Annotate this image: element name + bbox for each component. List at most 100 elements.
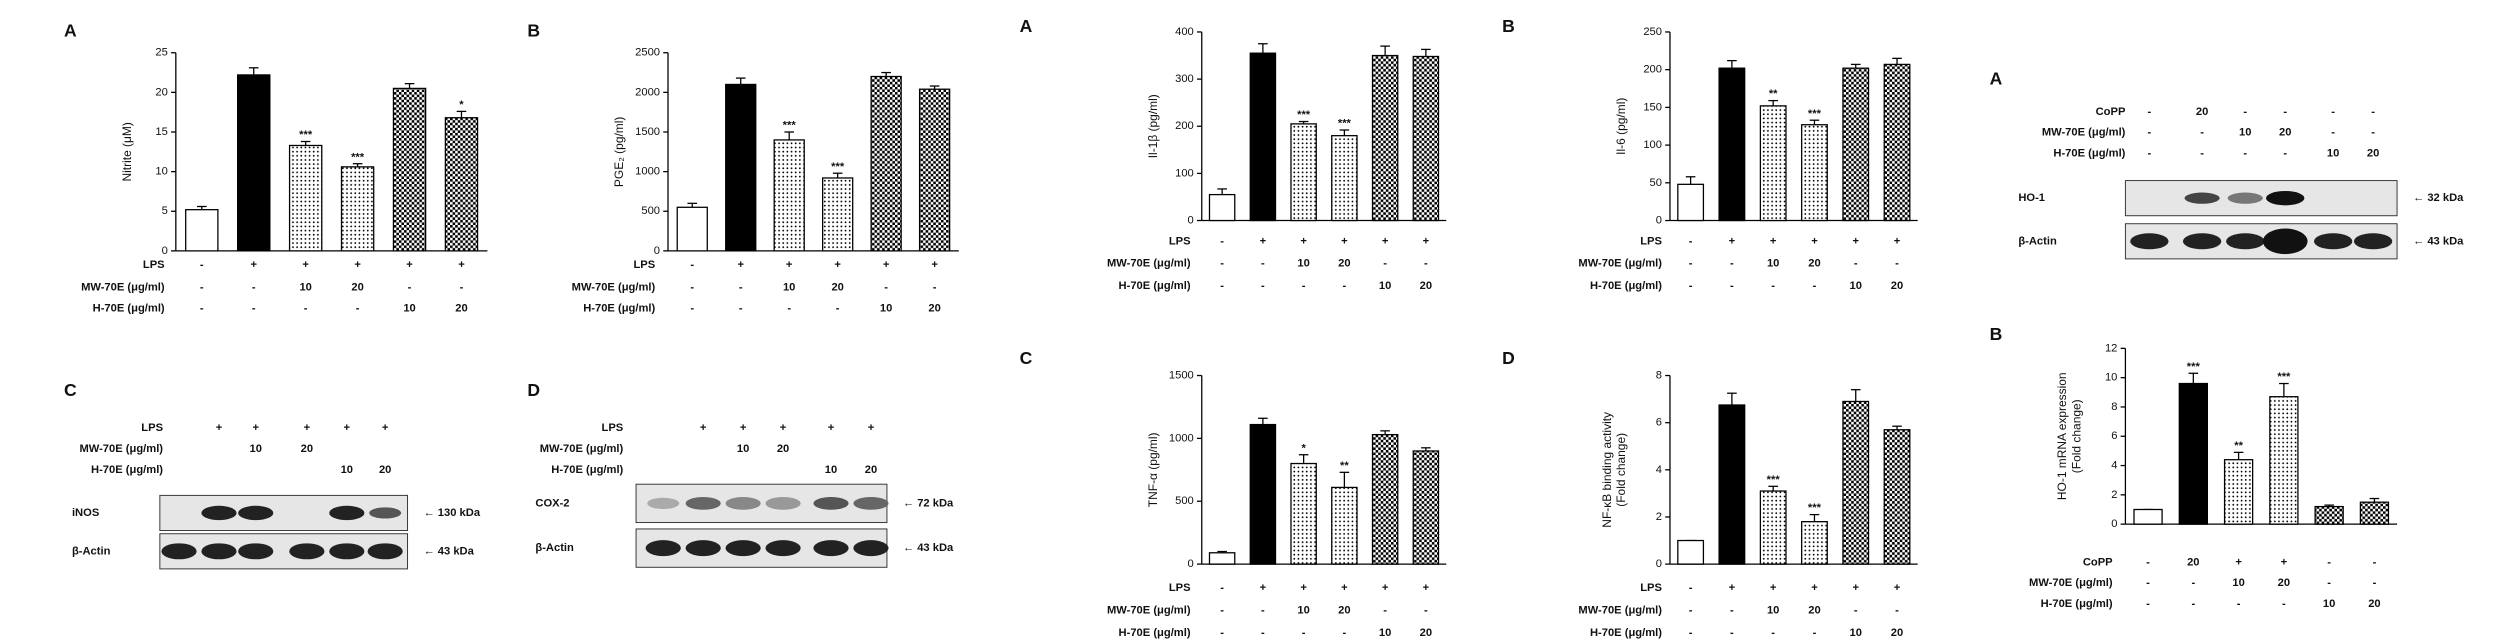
y-tick-label: 500 — [1175, 495, 1194, 507]
condition-value: - — [1771, 280, 1775, 292]
condition-value: + — [700, 422, 707, 434]
bar — [2359, 501, 2390, 525]
panel-label: D — [527, 380, 540, 400]
bar — [1842, 67, 1870, 222]
condition-value: - — [1220, 280, 1224, 292]
condition-value: + — [828, 422, 835, 434]
significance-label: ** — [2234, 440, 2243, 452]
y-tick-label: 25 — [155, 47, 167, 59]
condition-value: 20 — [2279, 127, 2291, 139]
condition-label: MW-70E (μg/ml) — [2029, 577, 2113, 589]
condition-value: - — [1343, 627, 1347, 639]
panel-label: D — [1502, 348, 1515, 368]
condition-value: 20 — [455, 302, 467, 314]
condition-value: 10 — [783, 282, 795, 294]
condition-value: + — [1894, 582, 1901, 594]
y-tick-label: 1000 — [1169, 432, 1194, 444]
condition-label: H-70E (μg/ml) — [93, 302, 165, 314]
bar — [2133, 508, 2163, 525]
condition-value: + — [1382, 582, 1389, 594]
condition-label: H-70E (μg/ml) — [2053, 147, 2125, 159]
condition-label: MW-70E (μg/ml) — [540, 443, 624, 455]
condition-label: H-70E (μg/ml) — [1590, 280, 1662, 292]
condition-value: 20 — [2368, 598, 2380, 610]
condition-label: H-70E (μg/ml) — [91, 464, 163, 476]
condition-value: 20 — [2367, 147, 2379, 159]
condition-label: LPS — [1640, 582, 1662, 594]
y-tick-label: 2500 — [635, 47, 660, 59]
bar — [1759, 490, 1787, 565]
condition-value: - — [1302, 627, 1306, 639]
bar — [340, 166, 375, 252]
condition-label: H-70E (μg/ml) — [1119, 280, 1191, 292]
condition-value: - — [2148, 106, 2152, 118]
blot-image — [159, 494, 409, 570]
y-tick-label: 6 — [1656, 417, 1662, 429]
significance-label: *** — [351, 151, 365, 163]
condition-value: 10 — [2327, 147, 2339, 159]
y-tick-label: 6 — [2111, 430, 2117, 442]
condition-value: - — [1220, 582, 1224, 594]
condition-label: CoPP — [2083, 556, 2113, 568]
condition-value: - — [2148, 147, 2152, 159]
condition-value: - — [1895, 258, 1899, 270]
y-tick-label: 2 — [1656, 511, 1662, 523]
panel-label: B — [1990, 324, 2003, 344]
y-tick-label: 0 — [2111, 518, 2117, 530]
condition-value: - — [2371, 127, 2375, 139]
condition-label: H-70E (μg/ml) — [583, 302, 655, 314]
bar — [676, 206, 708, 252]
condition-value: - — [1220, 627, 1224, 639]
bar — [725, 83, 757, 252]
y-axis-label: PGE₂ (pg/ml) — [612, 117, 626, 188]
condition-value: - — [1854, 604, 1858, 616]
condition-value: - — [2283, 147, 2287, 159]
blot-size-label: ← 32 kDa — [2413, 192, 2464, 204]
condition-label: MW-70E (μg/ml) — [79, 443, 163, 455]
bar — [822, 177, 854, 252]
condition-value: 10 — [1379, 627, 1391, 639]
condition-value: + — [780, 422, 787, 434]
y-axis-label: (Fold change) — [1614, 433, 1628, 507]
y-axis-label: (Fold change) — [2070, 399, 2084, 473]
bar — [236, 74, 271, 252]
significance-label: *** — [299, 129, 313, 141]
blot-size-label: ← 43 kDa — [2413, 235, 2464, 247]
condition-value: - — [2146, 577, 2150, 589]
condition-label: MW-70E (μg/ml) — [2042, 127, 2126, 139]
condition-value: 10 — [1379, 280, 1391, 292]
condition-label: MW-70E (μg/ml) — [1578, 604, 1662, 616]
condition-value: - — [356, 302, 360, 314]
condition-value: - — [200, 282, 204, 294]
condition-value: 20 — [301, 443, 313, 455]
condition-value: + — [1423, 235, 1430, 247]
condition-value: + — [1260, 235, 1267, 247]
condition-value: - — [1730, 627, 1734, 639]
panel-label: C — [64, 380, 77, 400]
condition-label: MW-70E (μg/ml) — [1578, 258, 1662, 270]
bar — [1718, 404, 1746, 565]
condition-value: - — [304, 302, 308, 314]
condition-value: - — [2373, 556, 2377, 568]
condition-value: - — [787, 302, 791, 314]
blot-row-label: HO-1 — [2018, 192, 2045, 204]
condition-value: 20 — [1338, 258, 1350, 270]
condition-value: 20 — [1891, 627, 1903, 639]
significance-label: *** — [2187, 361, 2201, 373]
condition-label: H-70E (μg/ml) — [2041, 598, 2113, 610]
condition-value: - — [200, 259, 204, 271]
condition-value: 10 — [403, 302, 415, 314]
significance-label: ** — [1769, 88, 1778, 100]
condition-value: + — [250, 259, 257, 271]
condition-value: - — [1424, 258, 1428, 270]
bar — [1801, 124, 1828, 222]
condition-label: MW-70E (μg/ml) — [81, 282, 165, 294]
condition-label: LPS — [1640, 235, 1662, 247]
condition-label: LPS — [1169, 582, 1191, 594]
significance-label: * — [459, 99, 464, 111]
condition-value: - — [933, 282, 937, 294]
blot-row-label: β-Actin — [2018, 235, 2057, 247]
bar — [1883, 429, 1911, 565]
bar — [1801, 521, 1828, 565]
condition-value: + — [1770, 582, 1777, 594]
